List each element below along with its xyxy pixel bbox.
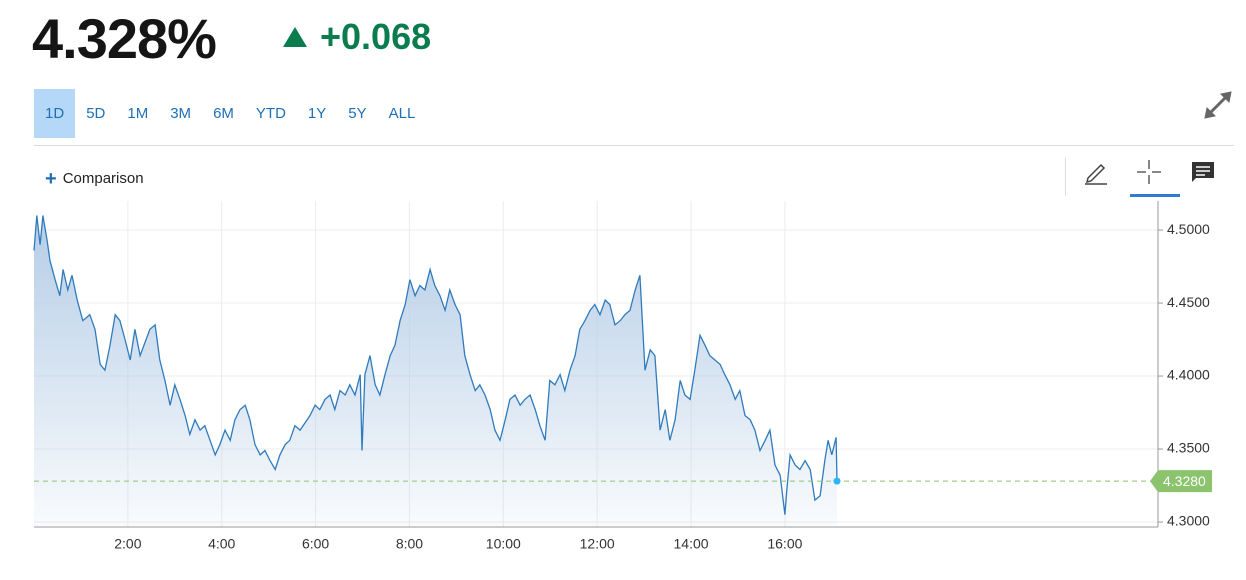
- comment-icon[interactable]: [1190, 160, 1216, 186]
- last-value-tag: [1150, 470, 1212, 493]
- x-tick-label: 8:00: [396, 536, 423, 552]
- x-tick-label: 6:00: [302, 536, 329, 552]
- y-tick-label: 4.3500: [1167, 440, 1210, 456]
- range-button[interactable]: 1M: [116, 89, 159, 138]
- draw-icon[interactable]: [1082, 158, 1110, 186]
- range-button[interactable]: 5Y: [337, 89, 377, 138]
- range-button[interactable]: ALL: [378, 89, 427, 138]
- x-tick-label: 10:00: [486, 536, 521, 552]
- price: 4.328%: [32, 7, 217, 70]
- last-point: [833, 477, 841, 485]
- y-tick-label: 4.4500: [1167, 294, 1210, 310]
- comparison-label: Comparison: [62, 170, 144, 187]
- comparison-button[interactable]: + Comparison: [45, 168, 144, 190]
- range-button[interactable]: YTD: [245, 89, 297, 138]
- range-selector: 1D 5D 1M 3M 6M YTD 1Y 5Y ALL: [34, 89, 426, 138]
- x-tick-label: 14:00: [674, 536, 709, 552]
- toolbar-divider: [1065, 158, 1066, 196]
- x-tick-label: 4:00: [208, 536, 235, 552]
- range-button[interactable]: 5D: [75, 89, 116, 138]
- y-tick-label: 4.5000: [1167, 221, 1210, 237]
- last-value-label: 4.3280: [1163, 473, 1206, 489]
- area: [34, 215, 837, 527]
- crosshair-icon[interactable]: [1135, 158, 1163, 186]
- x-tick-label: 16:00: [767, 536, 802, 552]
- expand-icon[interactable]: [1203, 88, 1235, 120]
- range-button[interactable]: 1Y: [297, 89, 337, 138]
- x-tick-label: 12:00: [580, 536, 615, 552]
- range-button[interactable]: 1D: [34, 89, 76, 138]
- range-button[interactable]: 3M: [159, 89, 202, 138]
- separator: [34, 145, 1234, 146]
- price-line: [33, 215, 838, 515]
- up-arrow-icon: [283, 27, 307, 47]
- y-tick-label: 4.4000: [1167, 367, 1210, 383]
- active-tool-indicator: [1130, 194, 1180, 197]
- y-tick-label: 4.3000: [1167, 513, 1210, 529]
- price-change: +0.068: [320, 16, 432, 57]
- range-button[interactable]: 6M: [202, 89, 245, 138]
- x-tick-label: 2:00: [114, 536, 141, 552]
